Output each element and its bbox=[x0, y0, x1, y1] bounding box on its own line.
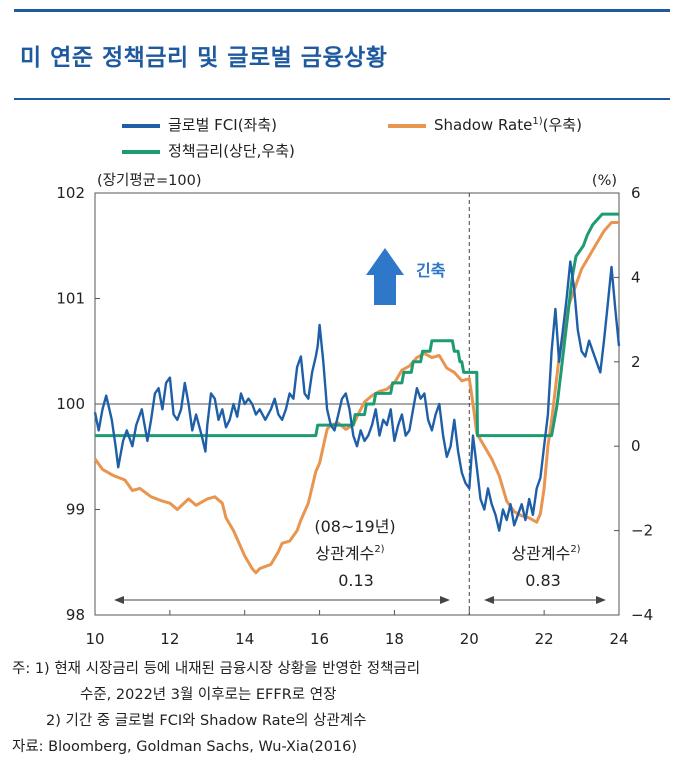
policy-rate-line bbox=[95, 212, 619, 438]
tightening-label: 긴축 bbox=[416, 261, 446, 280]
left-axis-unit: (장기평균=100) bbox=[97, 172, 202, 189]
period2-corr-label: 상관계수2) bbox=[511, 544, 580, 563]
global-fci-line bbox=[93, 260, 621, 532]
note-1-cont: 수준, 2022년 3월 이후로는 EFFR로 연장 bbox=[80, 687, 337, 703]
x-tick-label: 12 bbox=[160, 630, 179, 648]
period1-label: (08~19년) bbox=[314, 517, 395, 536]
period1-corr-label: 상관계수2) bbox=[315, 544, 384, 563]
period2-arrowhead-left bbox=[484, 596, 494, 604]
period1-arrowhead-left bbox=[114, 596, 124, 604]
legend-shadow-label: Shadow Rate bbox=[434, 116, 533, 134]
y-right-tick-label: −2 bbox=[631, 522, 653, 540]
x-tick-label: 16 bbox=[310, 630, 329, 648]
shadow-rate-line bbox=[93, 221, 619, 575]
y-left-tick-label: 101 bbox=[56, 290, 85, 308]
period1-arrowhead-right bbox=[440, 596, 450, 604]
tightening-arrow bbox=[366, 248, 404, 305]
y-right-tick-label: 6 bbox=[631, 184, 641, 202]
legend-policy-label: 정책금리(상단,우축) bbox=[168, 142, 295, 160]
period1-corr-sup: 2) bbox=[374, 544, 384, 555]
legend-fci-label: 글로벌 FCI(좌축) bbox=[168, 116, 277, 134]
legend-policy-swatch bbox=[122, 149, 160, 154]
y-right-tick-label: 2 bbox=[631, 353, 641, 371]
period2-corr-text: 상관계수 bbox=[511, 544, 570, 563]
note-2: 2) 기간 중 글로벌 FCI와 Shadow Rate의 상관계수 bbox=[46, 713, 367, 729]
top-rule bbox=[14, 9, 670, 12]
y-right-tick-label: −4 bbox=[631, 606, 653, 624]
legend-policy: 정책금리(상단,우축) bbox=[122, 140, 295, 161]
x-tick-label: 10 bbox=[85, 630, 104, 648]
y-left-tick-label: 100 bbox=[56, 395, 85, 413]
legend-fci-swatch bbox=[122, 123, 160, 128]
x-tick-label: 22 bbox=[535, 630, 554, 648]
y-left-tick-label: 102 bbox=[56, 184, 85, 202]
legend-shadow-swatch bbox=[388, 123, 426, 128]
y-right-tick-label: 0 bbox=[631, 437, 641, 455]
x-tick-label: 18 bbox=[385, 630, 404, 648]
note-1: 주: 1) 현재 시장금리 등에 내재된 금융시장 상황을 반영한 정책금리 bbox=[12, 661, 421, 677]
period2-arrowhead-right bbox=[596, 596, 606, 604]
x-tick-label: 24 bbox=[609, 630, 628, 648]
legend-shadow-sup: 1) bbox=[532, 116, 543, 127]
period1-value: 0.13 bbox=[338, 571, 374, 590]
legend-shadow-suffix: (우축) bbox=[542, 116, 582, 134]
page-title: 미 연준 정책금리 및 글로벌 금융상황 bbox=[20, 45, 388, 71]
period1-corr-text: 상관계수 bbox=[315, 544, 374, 563]
x-tick-label: 14 bbox=[235, 630, 254, 648]
chart: (장기평균=100) (%) 10 12 14 16 18 20 22 24989910010… bbox=[56, 172, 653, 648]
x-tick-label: 20 bbox=[460, 630, 479, 648]
y-left-tick-label: 99 bbox=[66, 501, 85, 519]
legend-shadow: Shadow Rate1)(우축) bbox=[388, 114, 582, 135]
series-layer bbox=[93, 212, 621, 575]
period2-value: 0.83 bbox=[525, 571, 561, 590]
y-right-tick-label: 4 bbox=[631, 268, 641, 286]
source-note: 자료: Bloomberg, Goldman Sachs, Wu-Xia(201… bbox=[12, 739, 358, 755]
right-axis-unit: (%) bbox=[592, 173, 617, 189]
legend-fci: 글로벌 FCI(좌축) bbox=[122, 114, 277, 135]
y-left-tick-label: 98 bbox=[66, 606, 85, 624]
period2-corr-sup: 2) bbox=[570, 544, 580, 555]
notes: 주: 1) 현재 시장금리 등에 내재된 금융시장 상황을 반영한 정책금리 수… bbox=[12, 656, 420, 760]
title-rule bbox=[14, 98, 670, 100]
